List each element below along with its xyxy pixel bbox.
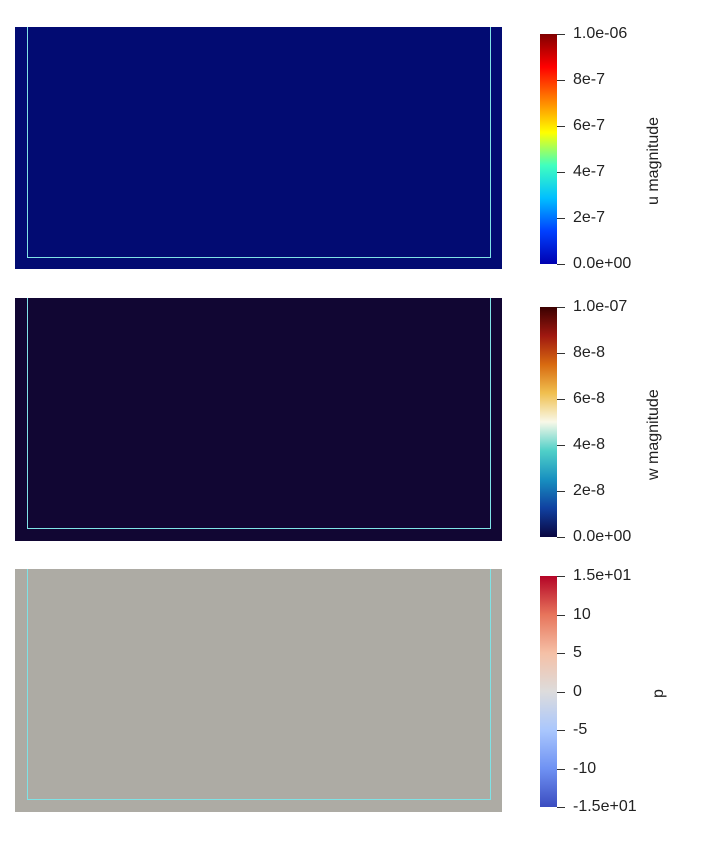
colorbar-tick-label: 1.5e+01 xyxy=(573,567,632,584)
u-magnitude-colorbar xyxy=(540,34,557,264)
colorbar-tick xyxy=(557,445,565,446)
mesh-outline xyxy=(27,27,491,258)
colorbar-tick xyxy=(557,126,565,127)
colorbar-tick xyxy=(557,399,565,400)
colorbar-tick-label: 8e-8 xyxy=(573,344,606,361)
colorbar-tick xyxy=(557,264,565,265)
colorbar-tick-label: 6e-8 xyxy=(573,390,606,407)
colorbar-tick-label: 1.0e-07 xyxy=(573,298,628,315)
u-magnitude-label: u magnitude xyxy=(645,116,662,205)
colorbar-tick-label: 10 xyxy=(573,606,591,623)
colorbar-tick xyxy=(557,576,565,577)
w-magnitude-label: w magnitude xyxy=(645,389,662,480)
colorbar-tick-label: -10 xyxy=(573,760,597,777)
colorbar-tick-label: 2e-8 xyxy=(573,482,606,499)
colorbar-tick xyxy=(557,353,565,354)
colorbar-tick-label: 0.0e+00 xyxy=(573,528,632,545)
colorbar-tick xyxy=(557,653,565,654)
colorbar-tick xyxy=(557,491,565,492)
colorbar-tick xyxy=(557,692,565,693)
mesh-outline xyxy=(27,569,491,800)
mesh-outline xyxy=(27,298,491,529)
u-magnitude-plot xyxy=(15,27,502,269)
w-magnitude-plot xyxy=(15,298,502,541)
colorbar-tick xyxy=(557,769,565,770)
colorbar-tick xyxy=(557,730,565,731)
colorbar-tick xyxy=(557,172,565,173)
p-colorbar xyxy=(540,576,557,807)
colorbar-tick-label: -5 xyxy=(573,721,588,738)
colorbar-tick-label: 2e-7 xyxy=(573,209,606,226)
colorbar-tick xyxy=(557,218,565,219)
colorbar-tick-label: 8e-7 xyxy=(573,71,606,88)
colorbar-tick-label: 1.0e-06 xyxy=(573,25,628,42)
colorbar-tick xyxy=(557,307,565,308)
colorbar-tick xyxy=(557,80,565,81)
colorbar-tick-label: 5 xyxy=(573,644,582,661)
colorbar-tick xyxy=(557,807,565,808)
colorbar-tick-label: 0 xyxy=(573,683,582,700)
colorbar-tick xyxy=(557,615,565,616)
colorbar-tick-label: 4e-7 xyxy=(573,163,606,180)
colorbar-tick-label: -1.5e+01 xyxy=(573,798,637,815)
colorbar-tick xyxy=(557,34,565,35)
colorbar-tick xyxy=(557,537,565,538)
colorbar-tick-label: 6e-7 xyxy=(573,117,606,134)
p-plot xyxy=(15,569,502,812)
colorbar-tick-label: 0.0e+00 xyxy=(573,255,632,272)
p-label: p xyxy=(650,689,667,698)
colorbar-tick-label: 4e-8 xyxy=(573,436,606,453)
w-magnitude-colorbar xyxy=(540,307,557,537)
